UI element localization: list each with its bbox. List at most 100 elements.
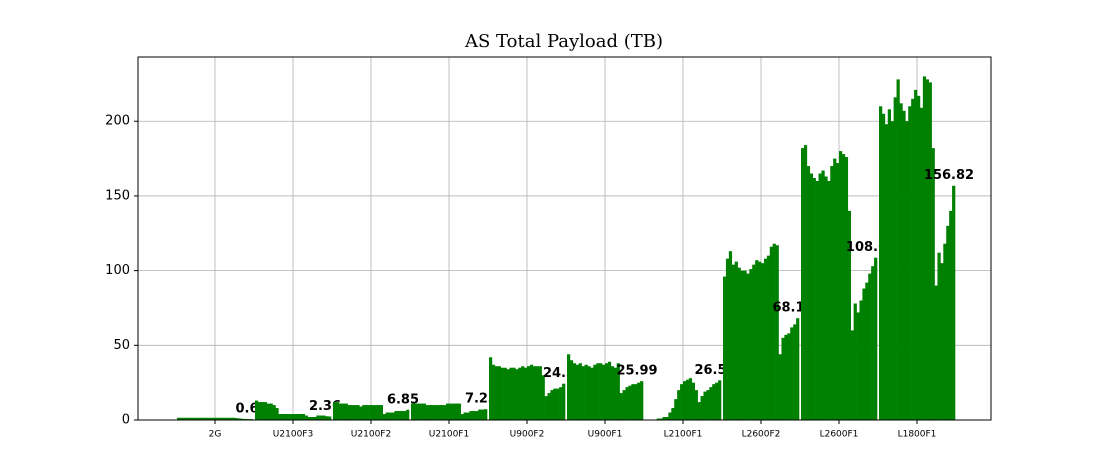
plot-frame xyxy=(137,56,992,421)
bar xyxy=(908,106,912,420)
bar xyxy=(839,151,843,420)
bar xyxy=(752,264,756,420)
bar xyxy=(697,402,701,420)
bar xyxy=(766,255,771,420)
bar xyxy=(862,288,866,420)
bar xyxy=(491,364,496,420)
bar xyxy=(394,411,398,420)
bar xyxy=(631,384,635,420)
bar xyxy=(640,381,644,420)
bar xyxy=(890,121,894,421)
bar xyxy=(272,405,276,420)
bar xyxy=(466,412,470,420)
bar xyxy=(527,366,531,420)
bar xyxy=(934,285,938,420)
bar xyxy=(761,263,765,420)
bar xyxy=(596,363,600,420)
bar xyxy=(229,417,233,420)
bar xyxy=(541,375,545,420)
bar xyxy=(749,269,753,420)
bar xyxy=(925,79,929,420)
bar xyxy=(593,364,597,420)
bar xyxy=(806,166,811,420)
x-tick-label: L2100F1 xyxy=(664,430,703,440)
data-label: 6.85 xyxy=(387,392,419,407)
bar xyxy=(812,178,816,420)
y-tick-label: 0 xyxy=(122,413,130,428)
bar xyxy=(728,251,733,420)
bar xyxy=(403,411,407,420)
bar xyxy=(815,180,819,420)
bar xyxy=(952,185,956,420)
bar xyxy=(535,366,539,420)
bar xyxy=(244,418,248,420)
bar xyxy=(685,379,690,420)
bar xyxy=(703,391,707,420)
bar xyxy=(775,245,779,420)
bar xyxy=(578,363,582,420)
bar xyxy=(784,334,788,420)
bar xyxy=(521,366,525,420)
bar xyxy=(457,403,461,420)
bar xyxy=(347,405,351,420)
bar xyxy=(662,417,666,420)
bar xyxy=(856,312,860,420)
bar xyxy=(179,417,184,420)
bar xyxy=(931,148,935,420)
bar xyxy=(781,337,785,420)
bar xyxy=(524,367,528,420)
bar xyxy=(769,246,773,420)
bar xyxy=(731,264,735,420)
bar xyxy=(238,418,242,420)
bar xyxy=(572,363,577,420)
bar xyxy=(740,270,744,420)
bar xyxy=(266,403,270,420)
bar xyxy=(850,330,854,420)
bar xyxy=(556,388,560,420)
bar xyxy=(550,390,554,420)
bar xyxy=(619,393,623,420)
x-tick-label: U2100F1 xyxy=(429,430,469,440)
bar xyxy=(772,243,776,420)
bar xyxy=(818,173,822,420)
bar xyxy=(397,411,401,420)
bar xyxy=(400,411,404,420)
bar xyxy=(437,405,441,420)
bar xyxy=(376,405,381,420)
bar xyxy=(301,414,305,420)
bar xyxy=(790,327,794,420)
bar xyxy=(335,402,340,420)
bar xyxy=(590,367,594,420)
bar xyxy=(475,411,479,420)
bar xyxy=(743,270,747,420)
bar xyxy=(497,366,501,420)
bar xyxy=(446,403,450,420)
bar xyxy=(443,405,447,420)
bar xyxy=(278,414,282,420)
bar xyxy=(725,258,730,420)
bar xyxy=(451,403,456,420)
bar xyxy=(538,366,542,420)
bar xyxy=(269,403,273,420)
bar xyxy=(758,261,762,420)
bar xyxy=(463,412,467,420)
bar xyxy=(824,176,828,420)
bar xyxy=(209,417,213,420)
bar xyxy=(755,260,759,420)
bar xyxy=(391,412,395,420)
bar xyxy=(212,417,216,420)
bar xyxy=(503,367,507,420)
bar xyxy=(674,399,678,420)
bar xyxy=(304,415,308,420)
bar xyxy=(197,417,201,420)
bar xyxy=(712,384,716,420)
bar xyxy=(911,98,915,421)
bar xyxy=(616,363,620,420)
bar xyxy=(602,364,606,420)
bar xyxy=(787,333,791,420)
bar xyxy=(341,403,345,420)
bar xyxy=(847,210,851,420)
bar xyxy=(634,384,638,420)
bar xyxy=(547,393,551,420)
bar xyxy=(865,282,869,420)
